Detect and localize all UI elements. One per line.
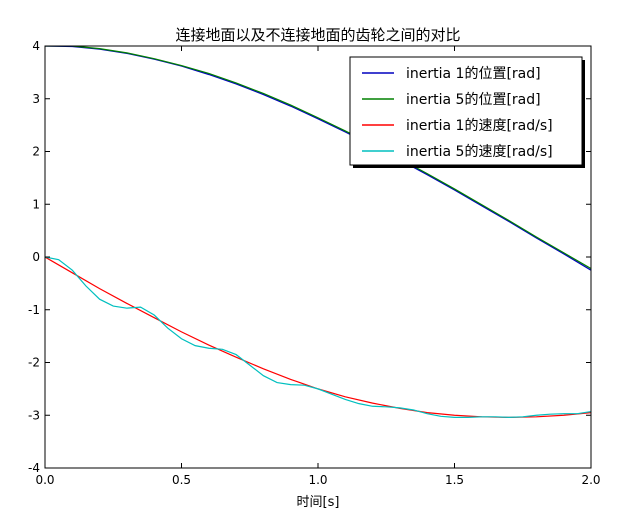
x-axis: 0.0 0.5 1.0 1.5 2.0 bbox=[35, 46, 601, 487]
y-tick-label: 2 bbox=[32, 145, 40, 159]
series-line-2 bbox=[45, 46, 591, 270]
series-line-3 bbox=[45, 256, 591, 418]
chart-title: 连接地面以及不连接地面的齿轮之间的对比 bbox=[175, 26, 460, 44]
x-axis-label: 时间[s] bbox=[297, 495, 340, 510]
legend-label: inertia 5的速度[rad/s] bbox=[406, 144, 553, 160]
y-tick-label: 1 bbox=[32, 197, 40, 211]
y-tick-label: -2 bbox=[28, 356, 40, 370]
legend-label: inertia 1的速度[rad/s] bbox=[406, 118, 553, 134]
y-tick-label: -3 bbox=[28, 408, 40, 422]
y-tick-label: 3 bbox=[32, 92, 40, 106]
y-axis: 4 3 2 1 0 -1 -2 -3 -4 bbox=[28, 39, 591, 475]
x-tick-label: 0.5 bbox=[172, 473, 191, 487]
plot-area bbox=[45, 46, 591, 418]
y-tick-label: 0 bbox=[32, 250, 40, 264]
x-tick-label: 1.0 bbox=[308, 473, 327, 487]
x-tick-label: 1.5 bbox=[445, 473, 464, 487]
x-tick-label: 0.0 bbox=[35, 473, 54, 487]
y-tick-label: -4 bbox=[28, 461, 40, 475]
y-tick-label: -1 bbox=[28, 303, 40, 317]
legend-label: inertia 5的位置[rad] bbox=[406, 92, 541, 108]
legend: inertia 1的位置[rad] inertia 5的位置[rad] inerti… bbox=[349, 56, 585, 168]
legend-box bbox=[349, 56, 583, 166]
legend-label: inertia 1的位置[rad] bbox=[406, 66, 541, 82]
y-tick-label: 4 bbox=[32, 39, 40, 53]
x-tick-label: 2.0 bbox=[581, 473, 600, 487]
series-line-4 bbox=[45, 256, 591, 418]
